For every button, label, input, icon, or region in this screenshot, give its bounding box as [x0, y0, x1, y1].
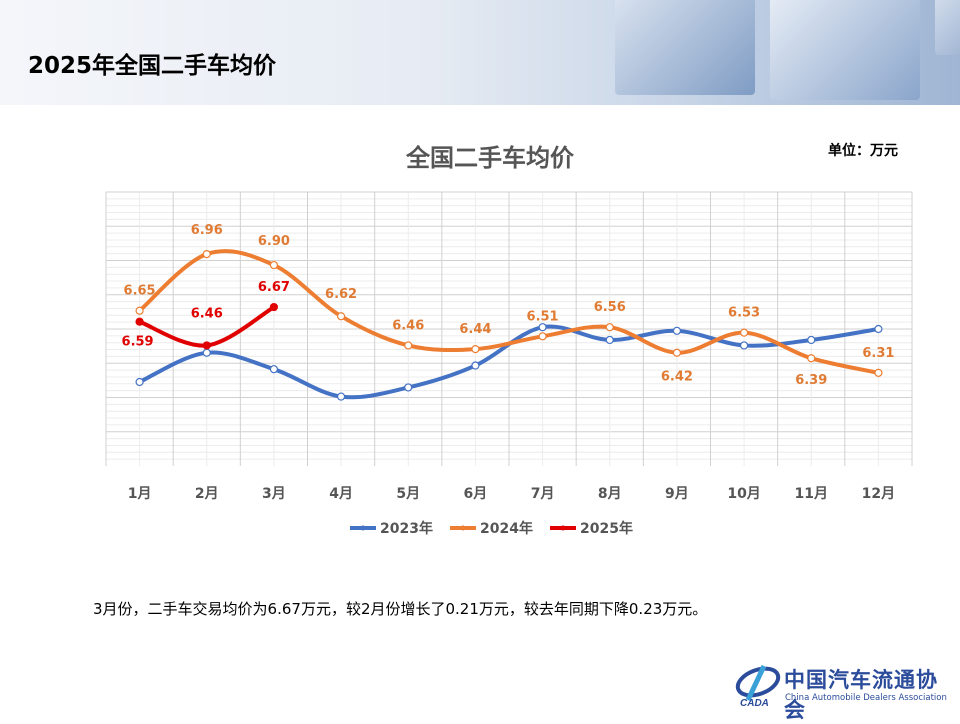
data-point [538, 323, 547, 332]
unit-label: 单位：万元 [828, 143, 898, 159]
decorative-cube [770, 0, 920, 100]
data-label: 6.44 [459, 322, 491, 337]
data-label: 6.51 [527, 309, 559, 324]
data-point [672, 326, 682, 335]
data-label: 6.53 [728, 306, 760, 321]
legend-marker [560, 525, 566, 531]
data-point [874, 324, 883, 334]
logo-chinese-name: 中国汽车流通协会 [784, 667, 938, 722]
data-point [202, 341, 211, 350]
legend-marker [460, 525, 466, 531]
summary-text: 3月份，二手车交易均价为6.67万元，较2月份增长了0.21万元，较去年同期下降… [93, 600, 708, 618]
data-point [605, 335, 614, 345]
line-chart: 1月 2月 3月 4月 5月 6月 7月 8月 9月 10月 11月 12月 2023年 6.65 6.96… [105, 191, 913, 537]
data-label: 6.46 [191, 306, 223, 321]
x-tick-label: 9月 [665, 486, 689, 502]
x-tick-label: 12月 [862, 486, 895, 502]
data-point [874, 368, 883, 377]
data-label: 6.67 [258, 280, 290, 295]
x-tick-label: 5月 [396, 486, 420, 502]
data-label: 6.42 [661, 370, 693, 385]
header-banner [0, 0, 960, 105]
legend-label: 2024年 [480, 520, 533, 537]
x-tick-label: 10月 [727, 486, 760, 502]
data-point [336, 392, 346, 401]
data-label: 6.39 [795, 373, 827, 388]
data-point [672, 348, 682, 357]
x-tick-label: 4月 [329, 486, 353, 502]
data-point [269, 302, 279, 312]
x-tick-label: 11月 [795, 486, 828, 502]
logo-english-name: China Automobile Dealers Association [785, 693, 947, 703]
x-tick-label: 2月 [195, 486, 219, 502]
data-point [135, 306, 144, 315]
legend-marker [360, 525, 366, 531]
data-label: 6.59 [122, 335, 154, 350]
data-point [202, 348, 211, 357]
data-point [404, 383, 413, 392]
data-point [269, 365, 279, 374]
chart-title: 全国二手车均价 [406, 144, 574, 172]
legend-label: 2023年 [380, 520, 433, 537]
x-tick-label: 7月 [531, 486, 555, 502]
data-point [807, 354, 816, 363]
data-label: 6.31 [862, 346, 894, 361]
legend-label: 2025年 [580, 520, 633, 537]
data-label: 6.56 [594, 300, 626, 315]
data-point [739, 341, 749, 350]
data-point [336, 312, 346, 321]
data-label: 6.46 [392, 318, 424, 333]
data-point [739, 328, 749, 337]
data-point [471, 344, 480, 354]
data-label: 6.65 [124, 284, 156, 299]
data-point [471, 361, 480, 370]
data-label: 6.90 [258, 234, 290, 249]
decorative-cube [935, 0, 960, 55]
data-label: 6.96 [191, 223, 223, 238]
cada-logo: CADA 中国汽车流通协会 China Automobile Dealers A… [734, 660, 954, 722]
x-tick-label: 1月 [128, 486, 152, 502]
x-tick-label: 8月 [598, 486, 622, 502]
cada-logo-mark-icon: CADA [735, 664, 781, 708]
data-point [202, 250, 211, 259]
data-point [538, 332, 547, 341]
data-point [404, 341, 413, 350]
data-point [605, 323, 614, 332]
x-tick-label: 6月 [464, 486, 488, 502]
svg-text:CADA: CADA [740, 698, 769, 708]
decorative-cube [615, 0, 755, 95]
data-point [135, 317, 144, 326]
x-tick-label: 3月 [262, 486, 286, 502]
data-point [807, 335, 816, 345]
data-point [135, 377, 144, 387]
slide-title: 2025年全国二手车均价 [28, 53, 277, 79]
data-point [269, 260, 279, 270]
data-label: 6.62 [325, 287, 357, 302]
